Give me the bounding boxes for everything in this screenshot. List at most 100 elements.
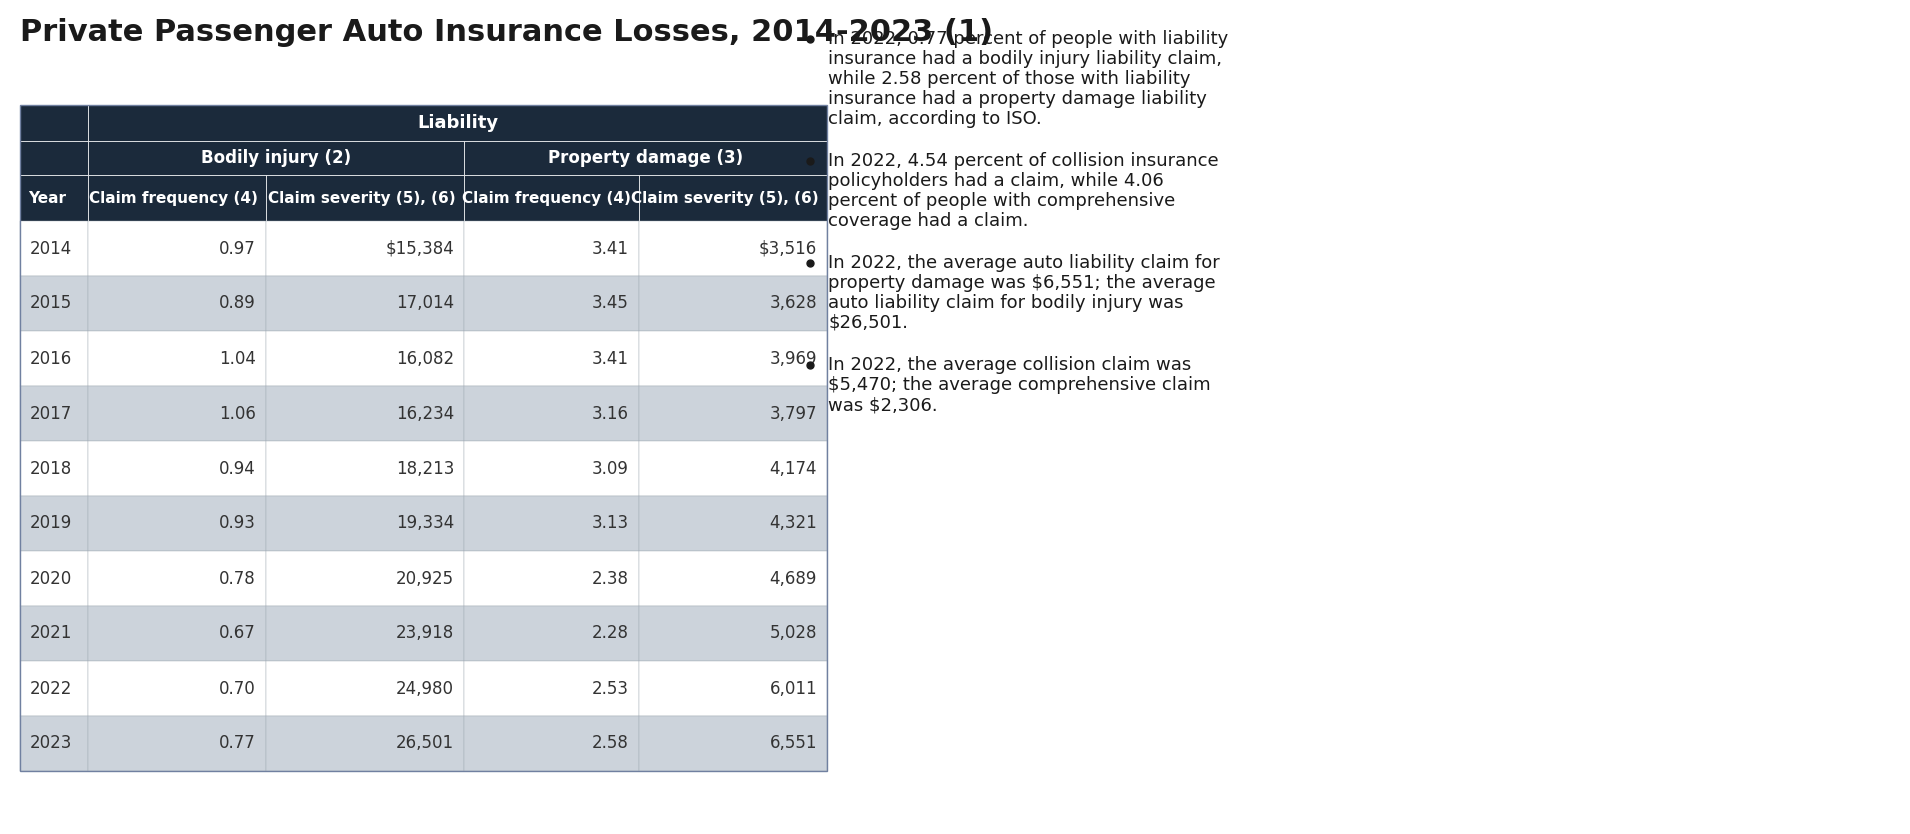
- Bar: [265, 716, 464, 771]
- Text: property damage was $6,551; the average: property damage was $6,551; the average: [829, 274, 1215, 292]
- Text: 0.89: 0.89: [220, 294, 256, 313]
- Bar: [19, 105, 827, 771]
- Bar: [88, 606, 265, 661]
- Text: 0.97: 0.97: [220, 239, 256, 258]
- Bar: [265, 175, 464, 221]
- Bar: [19, 441, 88, 496]
- Text: claim, according to ISO.: claim, according to ISO.: [829, 110, 1041, 128]
- Text: 2020: 2020: [31, 570, 73, 587]
- Bar: [19, 606, 88, 661]
- Text: 2.28: 2.28: [592, 625, 628, 642]
- Text: Year: Year: [29, 190, 67, 205]
- Bar: [464, 141, 827, 175]
- Text: insurance had a property damage liability: insurance had a property damage liabilit…: [829, 90, 1207, 108]
- Bar: [640, 386, 827, 441]
- Text: 0.67: 0.67: [220, 625, 256, 642]
- Text: 0.78: 0.78: [220, 570, 256, 587]
- Text: 2018: 2018: [31, 460, 73, 478]
- Text: 16,234: 16,234: [395, 404, 455, 423]
- Bar: [640, 441, 827, 496]
- Text: Property damage (3): Property damage (3): [548, 149, 743, 167]
- Text: 0.70: 0.70: [220, 680, 256, 697]
- Text: Claim frequency (4): Claim frequency (4): [90, 190, 258, 205]
- Bar: [19, 331, 88, 386]
- Text: insurance had a bodily injury liability claim,: insurance had a bodily injury liability …: [829, 50, 1222, 68]
- Text: 4,174: 4,174: [770, 460, 817, 478]
- Text: 2022: 2022: [31, 680, 73, 697]
- Bar: [265, 661, 464, 716]
- Bar: [88, 105, 827, 141]
- Text: 3.13: 3.13: [592, 515, 628, 532]
- Text: coverage had a claim.: coverage had a claim.: [829, 212, 1028, 230]
- Text: 19,334: 19,334: [395, 515, 455, 532]
- Text: 2016: 2016: [31, 349, 73, 368]
- Bar: [464, 496, 640, 551]
- Text: 3,628: 3,628: [770, 294, 817, 313]
- Text: auto liability claim for bodily injury was: auto liability claim for bodily injury w…: [829, 294, 1184, 312]
- Bar: [88, 551, 265, 606]
- Bar: [464, 221, 640, 276]
- Text: $3,516: $3,516: [758, 239, 817, 258]
- Text: 18,213: 18,213: [395, 460, 455, 478]
- Bar: [265, 551, 464, 606]
- Text: In 2022, 0.77 percent of people with liability: In 2022, 0.77 percent of people with lia…: [829, 30, 1228, 48]
- Bar: [640, 331, 827, 386]
- Bar: [464, 551, 640, 606]
- Bar: [640, 551, 827, 606]
- Text: Claim severity (5), (6): Claim severity (5), (6): [269, 190, 456, 205]
- Bar: [88, 386, 265, 441]
- Bar: [88, 661, 265, 716]
- Bar: [640, 221, 827, 276]
- Text: 2.38: 2.38: [592, 570, 628, 587]
- Text: 20,925: 20,925: [395, 570, 455, 587]
- Bar: [640, 175, 827, 221]
- Bar: [265, 331, 464, 386]
- Bar: [88, 331, 265, 386]
- Text: 3.41: 3.41: [592, 349, 628, 368]
- Text: Private Passenger Auto Insurance Losses, 2014-2023 (1): Private Passenger Auto Insurance Losses,…: [19, 18, 993, 47]
- Bar: [19, 141, 88, 175]
- Bar: [464, 606, 640, 661]
- Bar: [464, 386, 640, 441]
- Bar: [19, 386, 88, 441]
- Text: 2023: 2023: [31, 735, 73, 752]
- Bar: [265, 606, 464, 661]
- Bar: [19, 276, 88, 331]
- Text: 3,969: 3,969: [770, 349, 817, 368]
- Text: 2021: 2021: [31, 625, 73, 642]
- Text: 23,918: 23,918: [395, 625, 455, 642]
- Bar: [640, 606, 827, 661]
- Bar: [88, 441, 265, 496]
- Text: In 2022, 4.54 percent of collision insurance: In 2022, 4.54 percent of collision insur…: [829, 152, 1219, 170]
- Text: 3.16: 3.16: [592, 404, 628, 423]
- Text: 1.04: 1.04: [220, 349, 256, 368]
- Text: 2015: 2015: [31, 294, 73, 313]
- Text: 3.09: 3.09: [592, 460, 628, 478]
- Bar: [88, 716, 265, 771]
- Bar: [265, 496, 464, 551]
- Text: percent of people with comprehensive: percent of people with comprehensive: [829, 192, 1175, 210]
- Bar: [19, 551, 88, 606]
- Bar: [19, 105, 88, 141]
- Text: 3.45: 3.45: [592, 294, 628, 313]
- Bar: [265, 441, 464, 496]
- Text: was $2,306.: was $2,306.: [829, 396, 938, 414]
- Text: $15,384: $15,384: [386, 239, 455, 258]
- Text: 2.53: 2.53: [592, 680, 628, 697]
- Text: 5,028: 5,028: [770, 625, 817, 642]
- Bar: [88, 175, 265, 221]
- Bar: [19, 221, 88, 276]
- Bar: [464, 661, 640, 716]
- Text: Claim severity (5), (6): Claim severity (5), (6): [632, 190, 819, 205]
- Bar: [88, 141, 464, 175]
- Text: 2.58: 2.58: [592, 735, 628, 752]
- Text: In 2022, the average auto liability claim for: In 2022, the average auto liability clai…: [829, 254, 1220, 272]
- Text: 2019: 2019: [31, 515, 73, 532]
- Bar: [640, 276, 827, 331]
- Bar: [640, 496, 827, 551]
- Bar: [88, 276, 265, 331]
- Bar: [640, 716, 827, 771]
- Text: $5,470; the average comprehensive claim: $5,470; the average comprehensive claim: [829, 376, 1211, 394]
- Bar: [464, 716, 640, 771]
- Bar: [464, 331, 640, 386]
